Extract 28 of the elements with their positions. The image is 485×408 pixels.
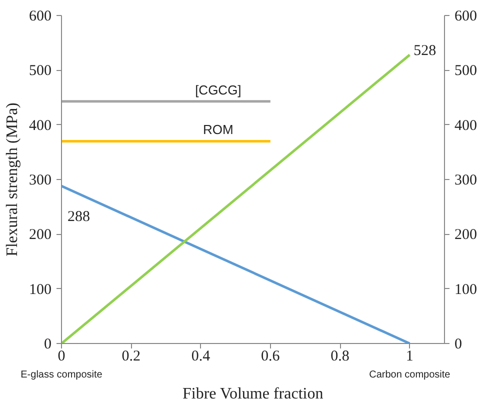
y2-tick-label: 500 xyxy=(454,63,477,80)
y2-tick-label: 400 xyxy=(454,118,477,134)
y2-tick-label: 0 xyxy=(454,336,462,352)
y2-tick-label: 100 xyxy=(454,282,477,298)
x-tick-label: 1 xyxy=(406,348,414,364)
x-tick-label: 0.6 xyxy=(261,348,280,364)
x-tick-label: 0.4 xyxy=(191,348,211,364)
y-tick-label: 0 xyxy=(44,336,52,352)
y-tick-label: 500 xyxy=(29,63,52,80)
y2-tick-label: 600 xyxy=(454,8,477,24)
y-axis-title: Flexural strength (MPa) xyxy=(4,102,21,256)
annotation: E-glass composite xyxy=(20,370,103,380)
y-tick-label: 300 xyxy=(29,172,52,188)
x-tick-label: 0.8 xyxy=(330,348,350,364)
y2-tick-label: 300 xyxy=(454,172,477,188)
x-axis-title: Fibre Volume fraction xyxy=(182,386,324,402)
y-tick-label: 100 xyxy=(29,282,52,298)
y-tick-label: 600 xyxy=(29,8,52,24)
x-tick-label: 0.2 xyxy=(122,348,141,364)
annotation: Carbon composite xyxy=(369,370,451,380)
data-label: 528 xyxy=(414,42,436,59)
data-label: 288 xyxy=(68,209,90,226)
series-label: [CGCG] xyxy=(195,82,242,98)
y-tick-label: 200 xyxy=(29,227,52,244)
y2-tick-label: 200 xyxy=(454,227,477,244)
x-tick-label: 0 xyxy=(58,348,66,364)
series-label: ROM xyxy=(203,122,234,138)
y-tick-label: 400 xyxy=(29,118,52,134)
